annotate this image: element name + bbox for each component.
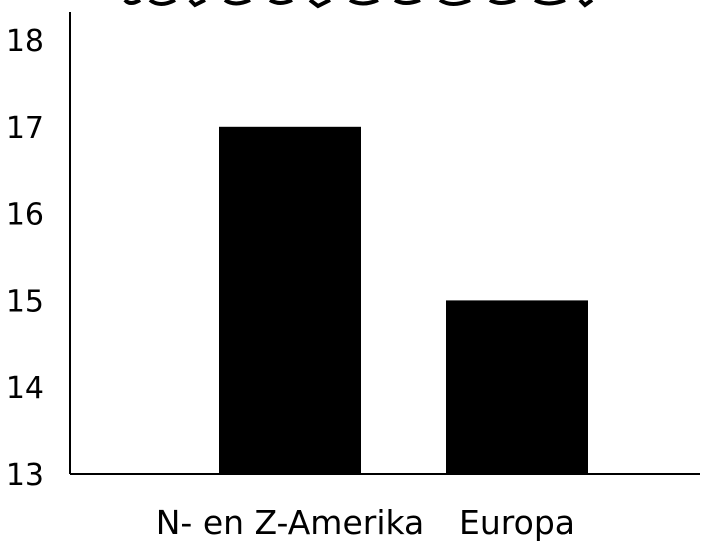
y-tick-label: 17	[6, 111, 44, 146]
y-tick-label: 18	[6, 24, 44, 59]
bar	[219, 126, 361, 475]
y-tick-label: 15	[6, 284, 44, 319]
bars	[219, 126, 588, 475]
x-category-label: N- en Z-Amerika	[156, 503, 425, 541]
y-tick-label: 14	[6, 371, 44, 406]
y-tick-label: 16	[6, 198, 44, 233]
y-tick-label: 13	[6, 458, 44, 493]
chart-title-remnant	[123, 0, 595, 9]
category-labels: N- en Z-Amerika Europa	[156, 503, 575, 541]
bar	[446, 300, 588, 474]
y-tick-labels: 18 17 16 15 14 13	[6, 24, 44, 493]
x-category-label: Europa	[459, 503, 575, 541]
